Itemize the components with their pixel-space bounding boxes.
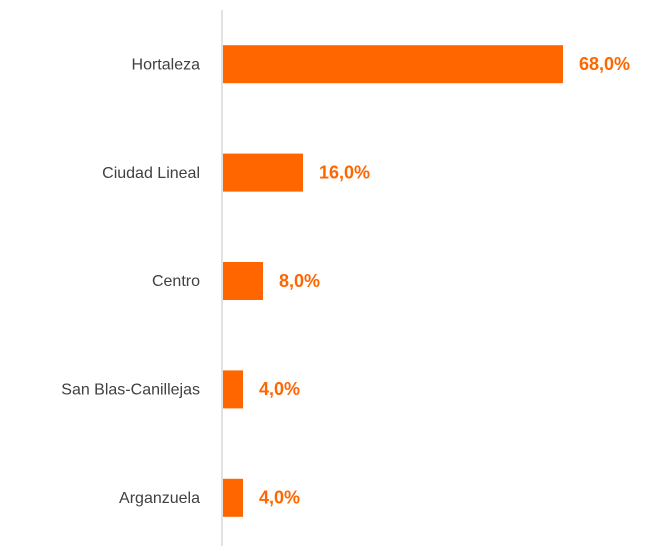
value-label: 16,0%: [319, 162, 370, 182]
category-label: San Blas-Canillejas: [61, 382, 200, 399]
bar: [223, 370, 243, 409]
value-label: 68,0%: [579, 54, 630, 74]
bar: [223, 153, 303, 192]
category-label: Ciudad Lineal: [102, 165, 200, 182]
category-label: Centro: [152, 273, 200, 290]
value-label: 8,0%: [279, 271, 320, 291]
bar: [223, 478, 243, 517]
value-label: 4,0%: [259, 379, 300, 399]
category-label: Arganzuela: [119, 490, 200, 507]
category-label: Hortaleza: [132, 56, 201, 73]
bar: [223, 45, 563, 84]
value-label: 4,0%: [259, 488, 300, 508]
bar: [223, 262, 263, 300]
